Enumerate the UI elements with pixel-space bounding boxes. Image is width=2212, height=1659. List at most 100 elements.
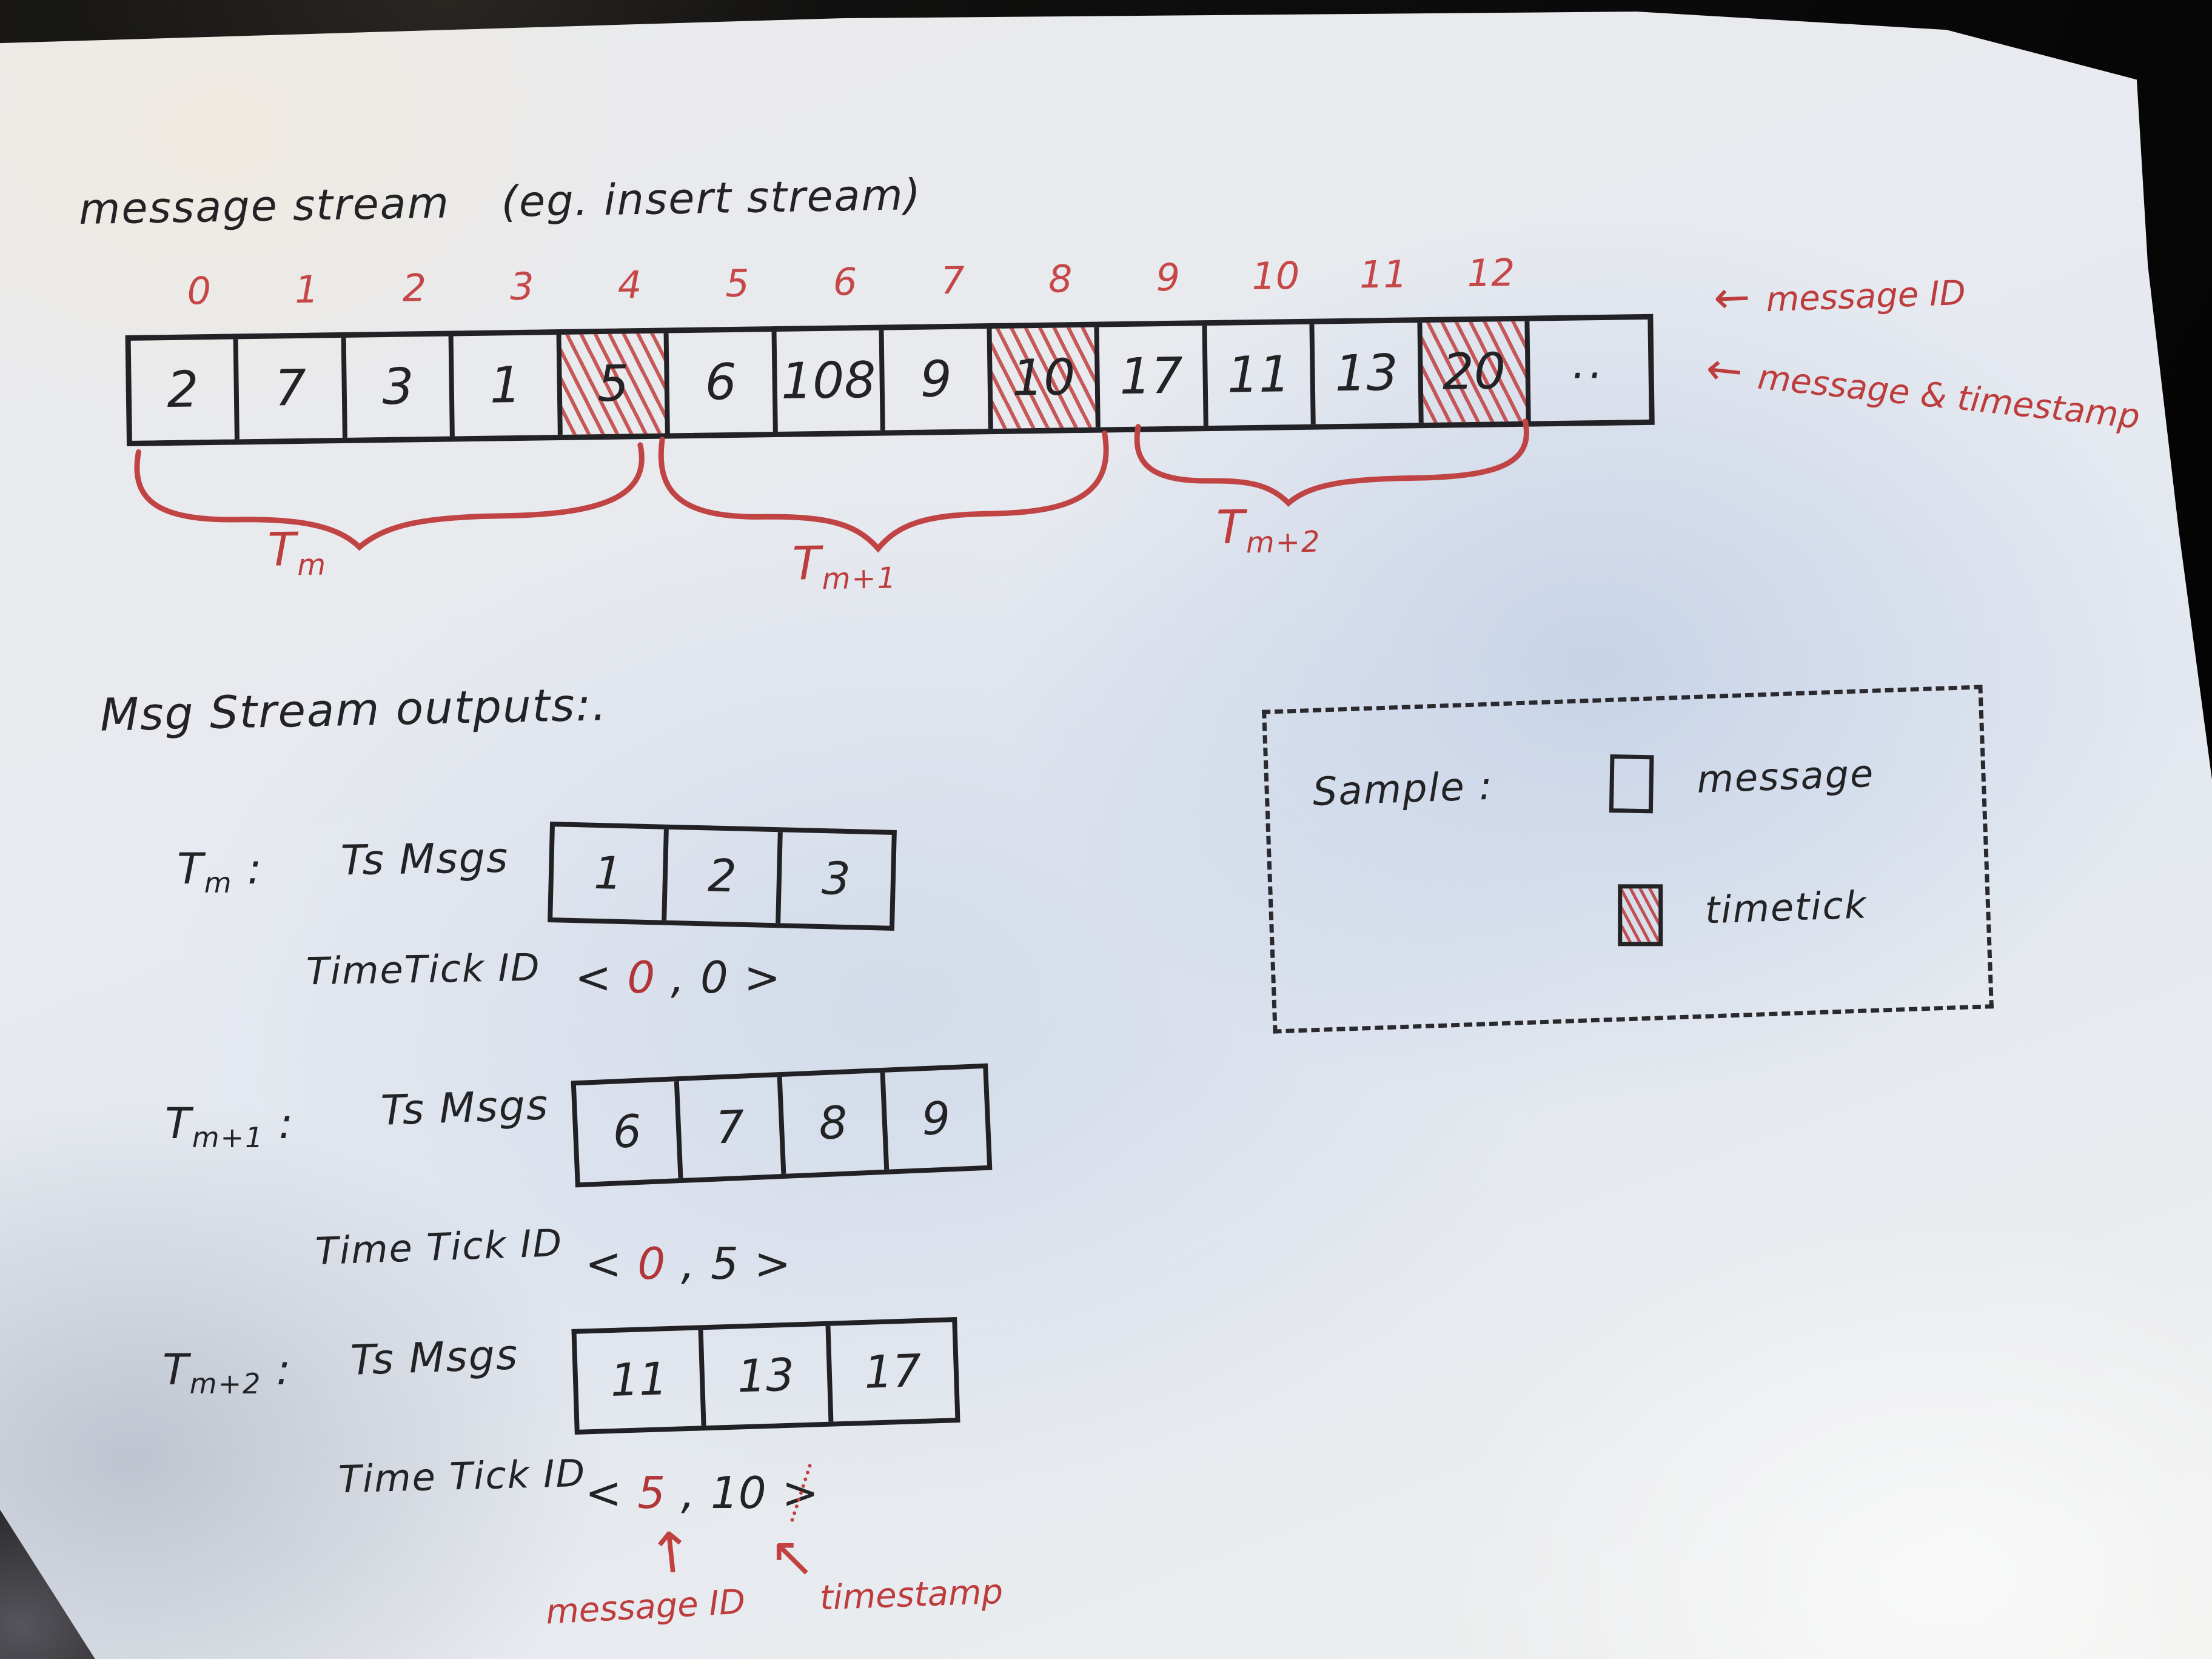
msgs-box-tm2: 11 13 17 [571, 1317, 960, 1435]
group-main: T [1216, 500, 1247, 554]
row-t-sub: m+2 [189, 1367, 262, 1400]
annotation-text: message & timestamp [1755, 357, 2142, 437]
tick-second: 5 [711, 1238, 739, 1289]
message-id: 7 [940, 258, 965, 303]
output-row-label-tm: Tm : [177, 844, 263, 899]
angle-close: > [782, 1467, 819, 1518]
tick-first: 0 [627, 952, 655, 1003]
left-arrow-icon: ← [1712, 271, 1751, 324]
group-sub: m+1 [822, 561, 897, 597]
timetick-id-value: <0, 5 > [577, 1238, 799, 1289]
msg-cell: 13 [698, 1326, 829, 1426]
angle-open: < [585, 1467, 622, 1518]
msg-cell: 3 [776, 832, 892, 926]
message-id: 4 [617, 263, 642, 307]
timetick-swatch-icon [1618, 884, 1663, 947]
message-id: 3 [509, 264, 535, 309]
stream-cell: 9 [879, 329, 988, 431]
timetick-id-label: Time Tick ID [338, 1450, 587, 1502]
message-id: 0 [187, 269, 212, 313]
group-label-tm2: Tm+2 [1216, 498, 1321, 560]
msg-cell: 17 [825, 1322, 956, 1422]
annotation-message-timestamp: ← message & timestamp [1704, 343, 2143, 439]
curly-brace-icon [653, 427, 1116, 555]
stream-cell: 3 [341, 336, 451, 438]
row-t-sub: m [204, 866, 233, 899]
timestamp-caption: timestamp [819, 1572, 1004, 1618]
timetick-id-value: <0, 0 > [567, 952, 788, 1003]
message-id: 11 [1359, 252, 1408, 297]
stream-cell-ellipsis: .. [1524, 319, 1649, 421]
left-arrow-icon: ← [1703, 342, 1746, 397]
message-id: 9 [1156, 255, 1181, 300]
stream-cell: 108 [771, 330, 881, 432]
timetick-id-label: Time Tick ID [314, 1220, 564, 1274]
message-id: 2 [402, 266, 427, 310]
message-id: 12 [1467, 250, 1515, 296]
tick-second: 0 [700, 952, 728, 1003]
stream-cell: 7 [233, 338, 343, 440]
msg-cell: 9 [880, 1068, 988, 1170]
msg-cell: 2 [662, 829, 778, 923]
group-label-tm: Tm [267, 521, 327, 583]
angle-open: < [585, 1238, 622, 1289]
message-id: 5 [725, 261, 750, 306]
tick-first: 5 [637, 1467, 666, 1518]
msg-cell: 8 [777, 1073, 885, 1175]
timetick-id-value: <5, 10 > [577, 1467, 826, 1518]
legend-label-message: message [1696, 751, 1875, 802]
message-id: 10 [1251, 253, 1300, 299]
row-t-sub: m+1 [192, 1121, 264, 1154]
msg-cell: 7 [674, 1077, 782, 1179]
curly-brace-icon [128, 440, 652, 553]
msgs-box-tm: 1 2 3 [548, 822, 897, 931]
output-row-label-tm1: Tm+1 : [165, 1099, 294, 1154]
stream-cell: 11 [1202, 324, 1311, 426]
stream-cell-timetick: 5 [556, 333, 666, 435]
page-title: message stream (eg. insert stream) [78, 170, 922, 234]
msg-cell: 6 [611, 1105, 643, 1159]
index-spacer [1544, 249, 1653, 315]
message-swatch-icon [1609, 754, 1654, 814]
up-arrow-icon: ↑ [644, 1518, 698, 1588]
message-id-caption: message ID [545, 1582, 746, 1632]
row-t: T [165, 1099, 192, 1148]
group-sub: m [297, 548, 327, 583]
group-sub: m+2 [1245, 525, 1321, 560]
row-t: T [163, 1345, 190, 1395]
tick-comma: , [681, 1467, 695, 1518]
stream-cell: 13 [1309, 323, 1419, 424]
msg-cell: 11 [609, 1353, 669, 1407]
title-left: message stream [78, 178, 451, 235]
ts-msgs-label: Ts Msgs [380, 1081, 550, 1135]
row-colon: : [247, 844, 263, 894]
tick-first: 0 [637, 1238, 666, 1289]
tick-comma: , [671, 952, 685, 1003]
group-main: T [792, 535, 822, 591]
legend-heading: Sample : [1312, 763, 1494, 816]
timetick-id-label: TimeTick ID [306, 945, 541, 994]
title-right: (eg. insert stream) [500, 169, 922, 227]
angle-close: > [743, 952, 781, 1003]
row-colon: : [278, 1099, 295, 1148]
stream-cell-timetick: 10 [987, 327, 1096, 429]
message-id: 6 [833, 260, 857, 304]
group-label-tm1: Tm+1 [792, 535, 897, 597]
stream-cell: 2 [166, 361, 199, 420]
ts-msgs-label: Ts Msgs [349, 1331, 520, 1385]
row-colon: : [276, 1345, 292, 1395]
up-left-arrow-icon: ↖ [769, 1524, 816, 1589]
angle-open: < [575, 952, 612, 1003]
angle-close: > [754, 1238, 791, 1289]
tick-second: 10 [711, 1467, 766, 1518]
row-t: T [177, 844, 204, 894]
stream-cell: 1 [448, 335, 558, 437]
ts-msgs-label: Ts Msgs [340, 834, 509, 885]
msg-cell: 1 [593, 846, 623, 900]
output-row-label-tm2: Tm+2 : [163, 1345, 292, 1400]
stream-cell-timetick: 20 [1417, 321, 1526, 423]
annotation-message-id: ← message ID [1713, 264, 1966, 323]
group-main: T [267, 522, 298, 577]
